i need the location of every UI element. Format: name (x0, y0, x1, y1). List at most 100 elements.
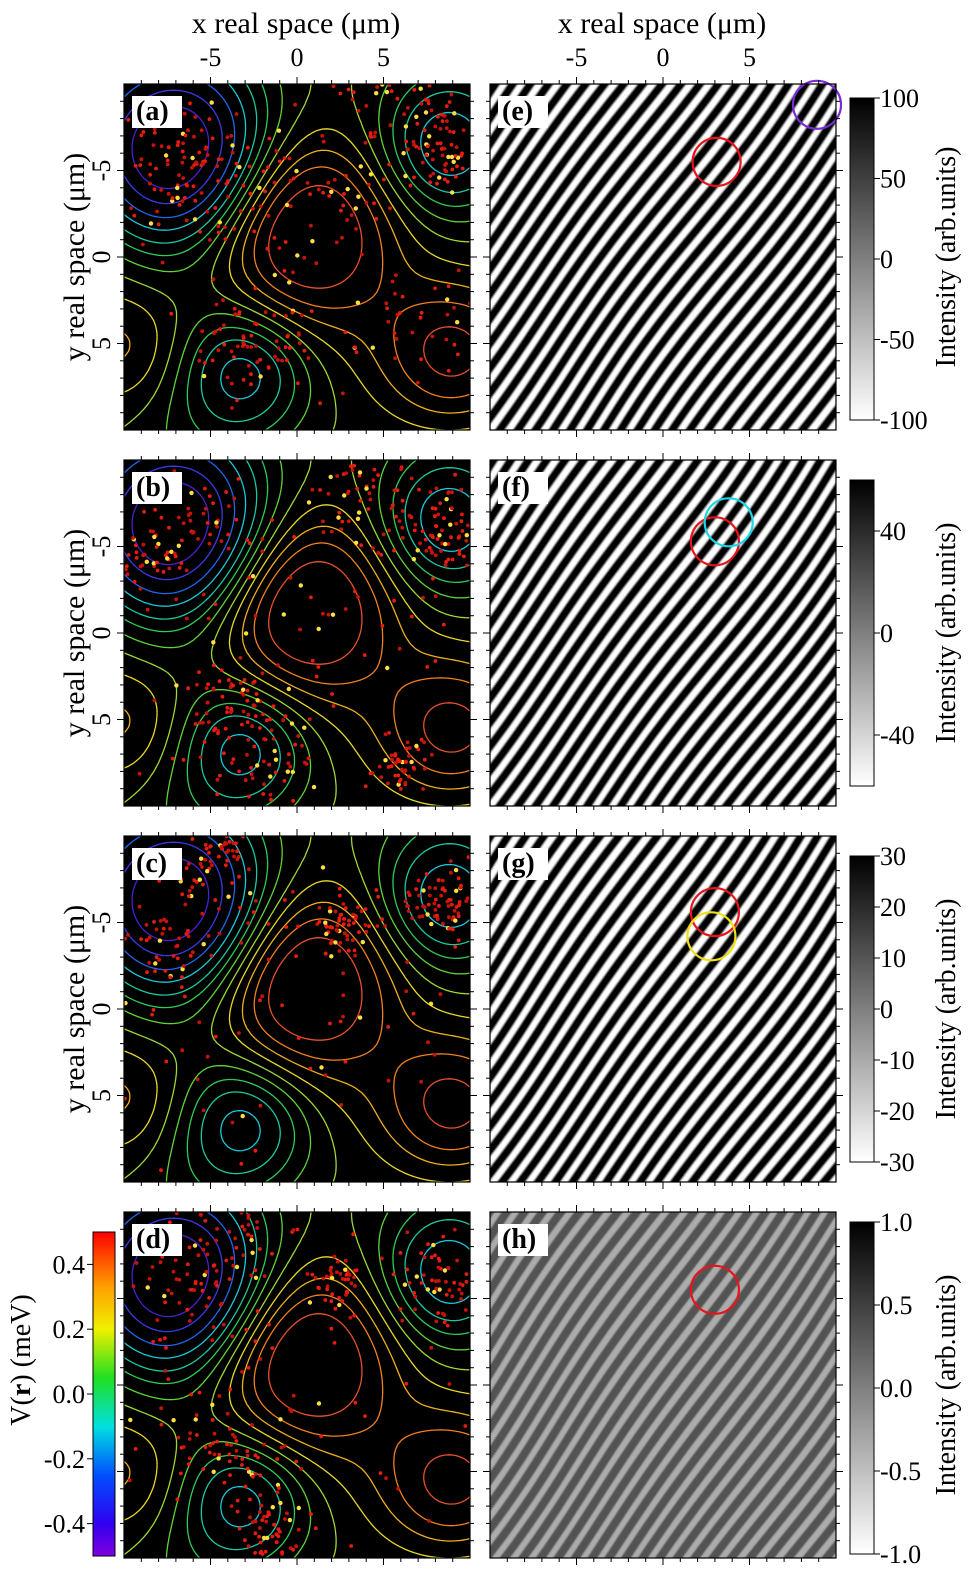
density-point (258, 998, 262, 1003)
density-point (392, 488, 397, 493)
density-point (308, 1066, 313, 1071)
density-point (186, 1462, 191, 1466)
density-point (306, 356, 311, 360)
density-point (436, 1256, 441, 1261)
density-point (396, 1486, 400, 1491)
density-point (158, 1338, 162, 1342)
density-point (379, 775, 384, 779)
density-point (335, 928, 340, 933)
density-point (320, 134, 325, 138)
density-point (195, 682, 199, 687)
density-point (459, 1297, 463, 1301)
density-point (153, 969, 157, 974)
density-point (273, 354, 277, 359)
density-point (266, 366, 271, 370)
density-point (230, 761, 234, 765)
density-point (152, 534, 157, 540)
density-point (420, 529, 425, 533)
fringe (684, 613, 836, 806)
density-point (152, 920, 156, 924)
y-tick-label: 0 (87, 627, 116, 640)
density-point (446, 491, 450, 495)
density-point (379, 553, 384, 557)
density-point (196, 1253, 201, 1258)
density-point (142, 509, 147, 514)
density-point (321, 1276, 326, 1281)
density-point (138, 163, 143, 168)
density-point (218, 1303, 223, 1307)
density-point (262, 1274, 267, 1278)
fringe (758, 330, 836, 430)
density-point (316, 1401, 322, 1406)
density-point (188, 954, 193, 958)
density-point (204, 846, 209, 851)
density-point (374, 216, 379, 221)
density-point (206, 934, 211, 938)
density-point (250, 574, 256, 579)
density-point (234, 1264, 240, 1270)
density-point (302, 348, 307, 353)
density-point (354, 227, 358, 231)
density-point (245, 698, 250, 703)
density-point (439, 893, 444, 898)
density-point (148, 221, 154, 226)
density-point (396, 757, 400, 762)
density-point (141, 242, 145, 247)
density-point (389, 753, 394, 758)
density-point (307, 717, 312, 722)
density-point (205, 1241, 210, 1246)
colorbar-bar (849, 479, 875, 787)
fringe (584, 836, 836, 1182)
density-point (424, 872, 429, 876)
density-point (375, 85, 379, 89)
density-point (393, 753, 397, 758)
density-point (372, 201, 376, 206)
density-point (255, 763, 260, 768)
density-point (240, 1113, 245, 1119)
density-point (173, 1258, 178, 1263)
density-point (237, 310, 242, 314)
density-point (435, 913, 439, 918)
density-point (444, 497, 449, 502)
density-point (350, 97, 355, 102)
density-point (428, 174, 433, 178)
density-point (252, 229, 257, 234)
density-point (234, 161, 239, 166)
density-point (333, 1306, 338, 1311)
density-point (234, 841, 238, 846)
density-point (464, 538, 469, 543)
density-point (275, 1490, 280, 1495)
density-point (291, 176, 296, 181)
density-point (231, 757, 236, 761)
density-point (215, 1283, 220, 1288)
density-point (193, 115, 198, 119)
density-point (348, 1315, 353, 1320)
density-point (204, 711, 209, 716)
density-point (433, 594, 438, 599)
fringe (763, 1466, 836, 1558)
density-point (302, 255, 307, 260)
density-point (191, 184, 196, 189)
fringe (490, 460, 647, 682)
interference-fringes (490, 84, 836, 430)
density-point (364, 104, 369, 108)
density-point (367, 491, 372, 496)
density-point (372, 467, 377, 472)
density-point (186, 128, 190, 133)
density-point (309, 309, 314, 313)
density-point (262, 737, 266, 741)
density-point (337, 919, 341, 923)
density-point (229, 134, 234, 138)
density-point (426, 1242, 430, 1247)
density-point (328, 925, 333, 929)
density-point (147, 1277, 152, 1281)
density-point (154, 927, 159, 932)
density-point (230, 1120, 235, 1125)
density-point (398, 1307, 403, 1311)
density-point (224, 182, 229, 186)
panel-label-box (132, 472, 182, 504)
density-point (155, 560, 160, 565)
density-point (203, 361, 207, 365)
